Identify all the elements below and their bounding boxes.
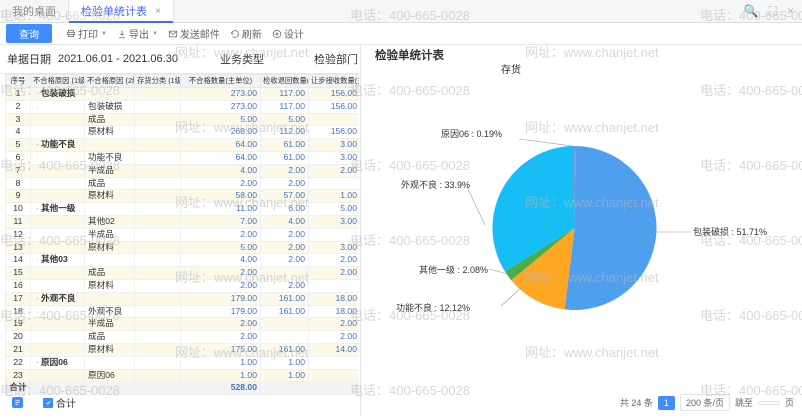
svg-text:包装破损 : 51.71%: 包装破损 : 51.71% bbox=[693, 226, 767, 237]
svg-text:其他一级 : 2.08%: 其他一级 : 2.08% bbox=[419, 264, 488, 275]
svg-text:外观不良 : 33.9%: 外观不良 : 33.9% bbox=[401, 179, 470, 190]
svg-text:原因06 : 0.19%: 原因06 : 0.19% bbox=[441, 129, 502, 139]
svg-text:功能不良 : 12.12%: 功能不良 : 12.12% bbox=[396, 302, 470, 313]
